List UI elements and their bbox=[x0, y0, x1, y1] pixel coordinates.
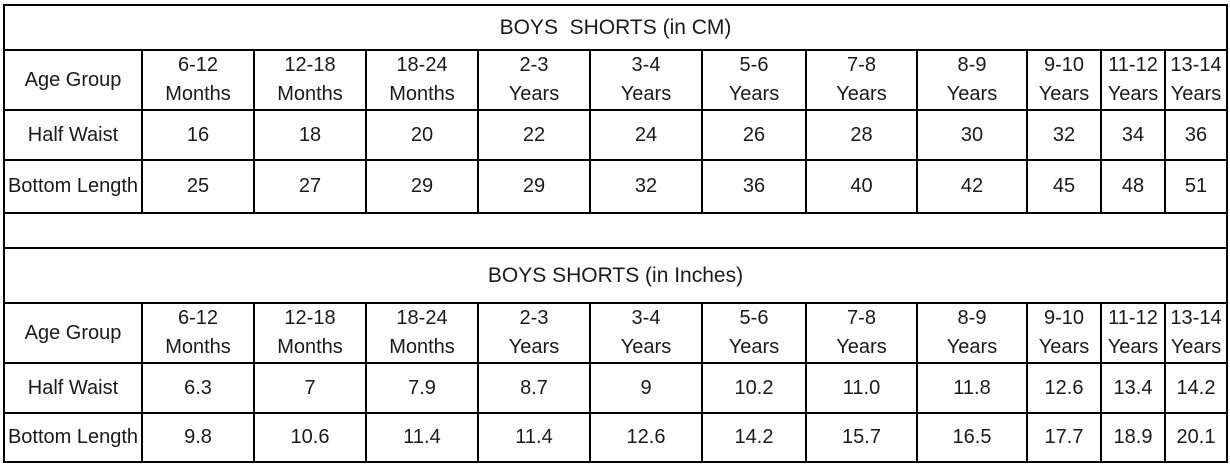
table-cell: 29 bbox=[365, 159, 479, 214]
age-column-header: 11-12 Years bbox=[1100, 302, 1166, 364]
table-cell: 51 bbox=[1164, 159, 1228, 214]
row-label-half-waist: Half Waist bbox=[3, 362, 143, 414]
age-column-header: 3-4 Years bbox=[589, 49, 703, 111]
table-cell: 11.4 bbox=[365, 412, 479, 463]
table-cell: 12.6 bbox=[589, 412, 703, 463]
age-column-header: 18-24 Months bbox=[365, 302, 479, 364]
table-row-bottom-length-cm: Bottom Length 25 27 29 29 32 36 40 42 45… bbox=[3, 159, 1228, 214]
age-column-header: 5-6 Years bbox=[701, 49, 807, 111]
age-group-corner-header: Age Group bbox=[3, 302, 143, 364]
boys-shorts-size-table: BOYS SHORTS (in CM) Age Group 6-12 Month… bbox=[3, 4, 1228, 463]
age-column-header: 9-10 Years bbox=[1026, 302, 1102, 364]
row-label-bottom-length: Bottom Length bbox=[3, 159, 143, 214]
age-column-header: 12-18 Months bbox=[253, 49, 367, 111]
table-cell: 8.7 bbox=[477, 362, 591, 414]
age-column-header: 7-8 Years bbox=[805, 49, 918, 111]
table-cell: 14.2 bbox=[701, 412, 807, 463]
table-cell: 17.7 bbox=[1026, 412, 1102, 463]
table-cell: 10.2 bbox=[701, 362, 807, 414]
age-column-header: 9-10 Years bbox=[1026, 49, 1102, 111]
table-title-cm: BOYS SHORTS (in CM) bbox=[3, 4, 1228, 51]
table-title-inches: BOYS SHORTS (in Inches) bbox=[3, 247, 1228, 304]
age-column-header: 8-9 Years bbox=[916, 49, 1028, 111]
age-column-header: 2-3 Years bbox=[477, 302, 591, 364]
age-column-header: 13-14 Years bbox=[1164, 49, 1228, 111]
table-cell: 28 bbox=[805, 109, 918, 161]
table-cell: 24 bbox=[589, 109, 703, 161]
table-cell: 26 bbox=[701, 109, 807, 161]
age-column-header: 3-4 Years bbox=[589, 302, 703, 364]
table-cell: 20 bbox=[365, 109, 479, 161]
age-group-corner-header: Age Group bbox=[3, 49, 143, 111]
table-cell: 22 bbox=[477, 109, 591, 161]
table-cell: 32 bbox=[589, 159, 703, 214]
table-row: Age Group 6-12 Months 12-18 Months 18-24… bbox=[3, 49, 1228, 111]
row-label-bottom-length: Bottom Length bbox=[3, 412, 143, 463]
table-row-half-waist-cm: Half Waist 16 18 20 22 24 26 28 30 32 34… bbox=[3, 109, 1228, 161]
table-cell: 15.7 bbox=[805, 412, 918, 463]
table-cell: 36 bbox=[1164, 109, 1228, 161]
table-cell: 14.2 bbox=[1164, 362, 1228, 414]
table-cell: 7 bbox=[253, 362, 367, 414]
table-cell: 42 bbox=[916, 159, 1028, 214]
age-column-header: 5-6 Years bbox=[701, 302, 807, 364]
table-cell: 13.4 bbox=[1100, 362, 1166, 414]
age-column-header: 2-3 Years bbox=[477, 49, 591, 111]
table-cell: 10.6 bbox=[253, 412, 367, 463]
table-row: BOYS SHORTS (in Inches) bbox=[3, 247, 1228, 304]
table-cell: 6.3 bbox=[141, 362, 255, 414]
table-cell: 27 bbox=[253, 159, 367, 214]
table-cell: 36 bbox=[701, 159, 807, 214]
table-cell: 9 bbox=[589, 362, 703, 414]
table-cell: 9.8 bbox=[141, 412, 255, 463]
table-cell: 18.9 bbox=[1100, 412, 1166, 463]
table-cell: 12.6 bbox=[1026, 362, 1102, 414]
age-column-header: 11-12 Years bbox=[1100, 49, 1166, 111]
table-row-half-waist-inches: Half Waist 6.3 7 7.9 8.7 9 10.2 11.0 11.… bbox=[3, 362, 1228, 414]
table-cell: 11.8 bbox=[916, 362, 1028, 414]
table-cell: 29 bbox=[477, 159, 591, 214]
table-cell: 7.9 bbox=[365, 362, 479, 414]
age-column-header: 6-12 Months bbox=[141, 302, 255, 364]
table-cell: 45 bbox=[1026, 159, 1102, 214]
age-column-header: 6-12 Months bbox=[141, 49, 255, 111]
table-cell: 30 bbox=[916, 109, 1028, 161]
age-column-header: 12-18 Months bbox=[253, 302, 367, 364]
spacer-row bbox=[3, 212, 1228, 249]
table-cell: 34 bbox=[1100, 109, 1166, 161]
age-column-header: 18-24 Months bbox=[365, 49, 479, 111]
table-cell: 20.1 bbox=[1164, 412, 1228, 463]
row-label-half-waist: Half Waist bbox=[3, 109, 143, 161]
age-column-header: 7-8 Years bbox=[805, 302, 918, 364]
age-column-header: 13-14 Years bbox=[1164, 302, 1228, 364]
age-column-header: 8-9 Years bbox=[916, 302, 1028, 364]
table-cell: 25 bbox=[141, 159, 255, 214]
table-cell: 11.0 bbox=[805, 362, 918, 414]
table-row-bottom-length-inches: Bottom Length 9.8 10.6 11.4 11.4 12.6 14… bbox=[3, 412, 1228, 463]
table-cell: 16.5 bbox=[916, 412, 1028, 463]
table-cell: 18 bbox=[253, 109, 367, 161]
table-row bbox=[3, 212, 1228, 249]
table-cell: 40 bbox=[805, 159, 918, 214]
table-cell: 11.4 bbox=[477, 412, 591, 463]
table-cell: 48 bbox=[1100, 159, 1166, 214]
table-row: BOYS SHORTS (in CM) bbox=[3, 4, 1228, 51]
table-row: Age Group 6-12 Months 12-18 Months 18-24… bbox=[3, 302, 1228, 364]
table-cell: 16 bbox=[141, 109, 255, 161]
table-cell: 32 bbox=[1026, 109, 1102, 161]
